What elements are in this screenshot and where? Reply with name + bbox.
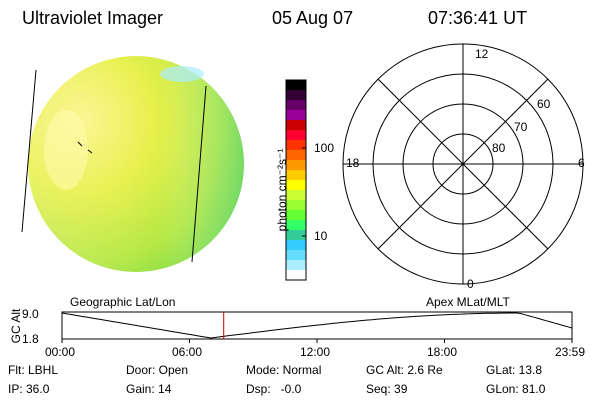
timeline-y-axis-label: GC Alt — [9, 308, 23, 344]
status-filter: Flt: LBHL — [8, 363, 59, 377]
timeline-right-label: Apex MLat/MLT — [426, 295, 510, 309]
timeline-plot — [61, 311, 573, 343]
polar-label-18: 18 — [346, 156, 360, 170]
colorbar-band — [286, 270, 306, 281]
colorbar-band — [286, 90, 306, 101]
status-door: Door: Open — [126, 363, 189, 377]
colorbar-band — [286, 190, 306, 201]
timeline-x-tick-0600: 06:00 — [172, 345, 203, 359]
status-seq: Seq: 39 — [366, 382, 408, 396]
coastline-mark — [77, 141, 93, 154]
earth-image — [21, 56, 244, 272]
colorbar-band — [286, 100, 306, 111]
colorbar-band — [286, 230, 306, 241]
colorbar-band — [286, 220, 306, 231]
timeline-x-tick-2359: 23:59 — [555, 345, 586, 359]
date-label: 05 Aug 07 — [272, 8, 354, 28]
colorbar-label-100: 100 — [314, 141, 335, 155]
colorbar-band — [286, 110, 306, 121]
colorbar-band — [286, 140, 306, 151]
colorbar-band — [286, 240, 306, 251]
timeline-x-tick-1800: 18:00 — [427, 345, 458, 359]
terminator-line-right — [191, 85, 207, 263]
altitude-curve — [61, 312, 573, 339]
status-dsp: Dsp: -0.0 — [246, 382, 302, 396]
timeline-x-tick-0000: 00:00 — [45, 345, 76, 359]
polar-plot — [342, 43, 584, 285]
polar-label-6: 6 — [578, 156, 585, 170]
colorbar-band — [286, 150, 306, 161]
colorbar-band — [286, 210, 306, 221]
colorbar-band — [286, 180, 306, 191]
timeline-left-label: Geographic Lat/Lon — [70, 295, 176, 309]
status-glat: GLat: 13.8 — [486, 363, 543, 377]
time-label: 07:36:41 UT — [428, 8, 528, 28]
colorbar-band — [286, 250, 306, 261]
colorbar — [286, 80, 306, 281]
colorbar-band — [286, 160, 306, 171]
polar-lat-80: 80 — [492, 141, 506, 155]
status-ip: IP: 36.0 — [8, 382, 50, 396]
colorbar-band — [286, 120, 306, 131]
timeline-y-tick-9: 9.0 — [22, 307, 39, 321]
polar-lat-70: 70 — [514, 120, 528, 134]
colorbar-band — [286, 170, 306, 181]
instrument-title: Ultraviolet Imager — [22, 8, 164, 28]
timeline-y-tick-1-8: 1.8 — [22, 332, 39, 346]
status-mode: Mode: Normal — [246, 363, 322, 377]
polar-lat-60: 60 — [537, 97, 551, 111]
colorbar-band — [286, 80, 306, 91]
status-gain: Gain: 14 — [126, 382, 172, 396]
colorbar-unit-label: photon cm⁻²s⁻¹ — [275, 148, 289, 232]
polar-diagonal-2 — [377, 78, 549, 250]
status-gc-alt: GC Alt: 2.6 Re — [366, 363, 443, 377]
status-glon: GLon: 81.0 — [486, 382, 546, 396]
colorbar-label-10: 10 — [314, 229, 328, 243]
polar-label-12: 12 — [475, 47, 489, 61]
colorbar-frame — [285, 79, 307, 281]
polar-label-0: 0 — [467, 277, 474, 291]
colorbar-band — [286, 260, 306, 271]
terminator-line-left — [21, 69, 37, 233]
timeline-x-tick-1200: 12:00 — [300, 345, 331, 359]
colorbar-band — [286, 200, 306, 211]
colorbar-band — [286, 130, 306, 141]
